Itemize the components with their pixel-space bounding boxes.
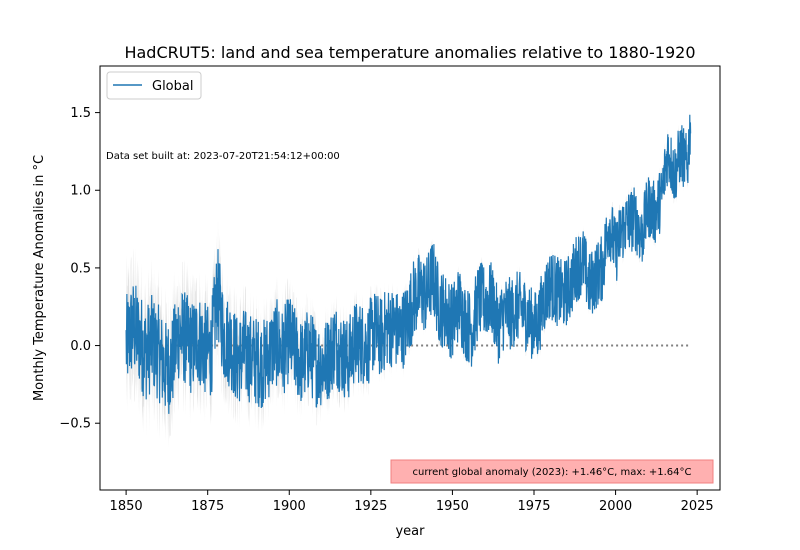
legend-label-global: Global <box>152 79 193 94</box>
annotation-box <box>390 459 714 484</box>
x-tick-label: 1850 <box>110 499 143 514</box>
y-tick-label: 0.0 <box>70 339 91 354</box>
y-tick-label: 1.5 <box>70 106 91 121</box>
x-tick-label: 1950 <box>436 499 469 514</box>
y-tick-label: 1.0 <box>70 184 91 199</box>
x-tick-label: 1875 <box>191 499 224 514</box>
current-anomaly-annotation: current global anomaly (2023): +1.46°C, … <box>390 459 714 484</box>
global-series-line <box>125 114 692 414</box>
x-tick-label: 2000 <box>599 499 632 514</box>
dataset-build-note: Data set built at: 2023-07-20T21:54:12+0… <box>106 151 340 162</box>
x-axis-ticks: 1850 1875 1900 1925 1950 1975 2000 2025 <box>110 490 714 514</box>
y-tick-label: 0.5 <box>70 261 91 276</box>
legend: Global <box>106 71 202 100</box>
x-tick-label: 2025 <box>681 499 714 514</box>
annotation-text: current global anomaly (2023): +1.46°C, … <box>412 467 691 478</box>
y-tick-label: −0.5 <box>59 417 91 432</box>
y-axis-ticks: −0.5 0.0 0.5 1.0 1.5 <box>59 106 100 432</box>
plot-area <box>125 109 692 449</box>
y-axis-label: Monthly Temperature Anomalies in °C <box>32 155 47 401</box>
legend-box <box>106 71 202 100</box>
x-axis-label: year <box>395 524 425 539</box>
chart-title: HadCRUT5: land and sea temperature anoma… <box>124 43 695 62</box>
x-tick-label: 1975 <box>517 499 550 514</box>
x-tick-label: 1925 <box>354 499 387 514</box>
x-tick-label: 1900 <box>273 499 306 514</box>
axes-frame <box>99 65 721 491</box>
global-series-layer <box>125 114 692 414</box>
